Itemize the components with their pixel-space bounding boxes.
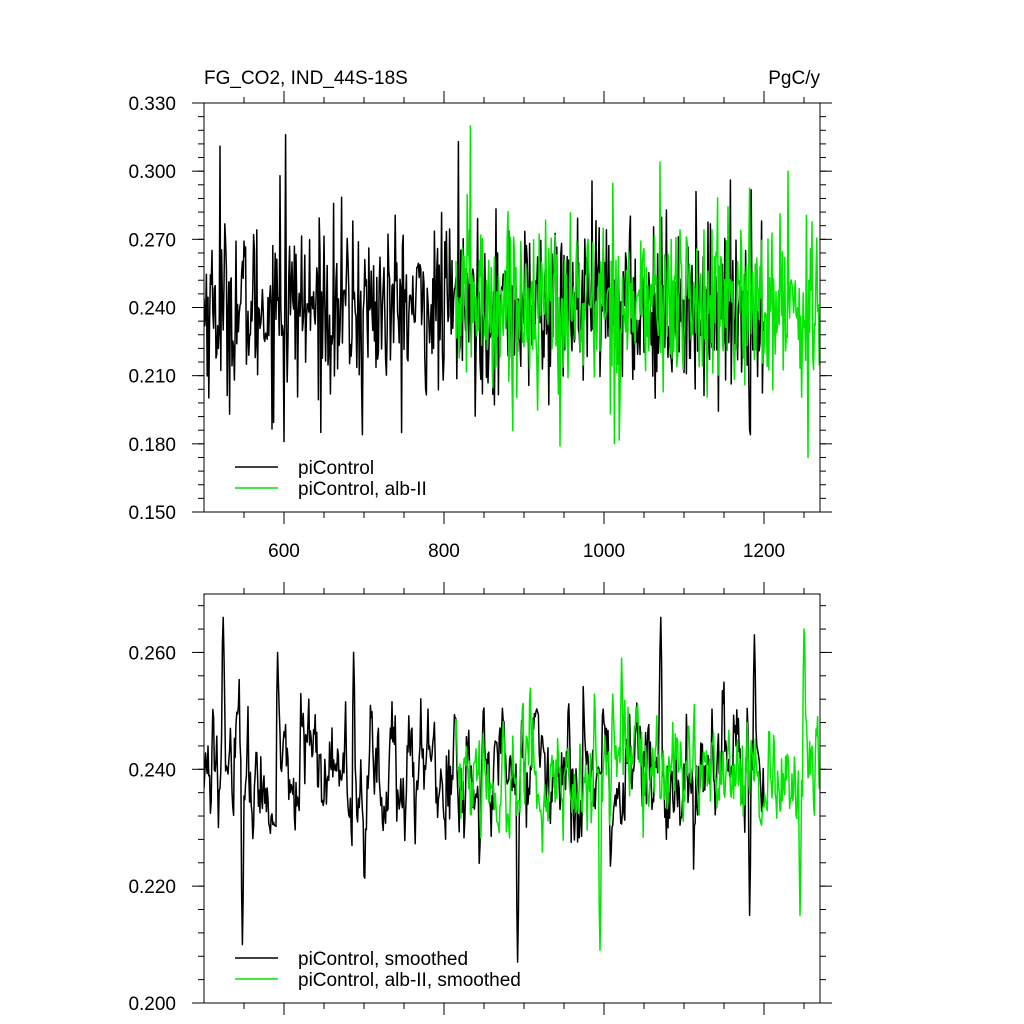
y-tick-label: 0.270 (128, 230, 176, 251)
x-tick-label: 1200 (743, 541, 785, 562)
x-tick-label: 1000 (583, 541, 625, 562)
y-tick-label: 0.150 (128, 503, 176, 524)
y-tick-label: 0.330 (128, 94, 176, 115)
series-line (204, 616, 765, 963)
legend-label: piControl, smoothed (298, 949, 468, 970)
legend-entry: piControl, smoothed (235, 949, 468, 970)
x-tick-label: 600 (268, 541, 300, 562)
y-tick-label: 0.240 (128, 299, 176, 320)
series-line (455, 124, 820, 459)
y-tick-label: 0.200 (128, 994, 176, 1015)
y-tick-label: 0.210 (128, 367, 176, 388)
series-line (455, 628, 820, 952)
y-tick-label: 0.240 (128, 760, 176, 781)
units-label: PgC/y (768, 68, 820, 89)
bottom-panel: 0.200 0.220 0.240 0.260 piControl, smoothedp… (128, 582, 832, 1015)
y-tick-label: 0.260 (128, 643, 176, 664)
plot-area (204, 616, 820, 963)
y-tick-label: 0.220 (128, 877, 176, 898)
chart-title: FG_CO2, IND_44S-18S (204, 68, 408, 89)
y-tick-label: 0.300 (128, 162, 176, 183)
top-panel: 0.150 0.180 0.210 0.240 0.270 0.300 0.330 600 80… (128, 91, 832, 562)
legend-label: piControl, alb-II (298, 479, 427, 500)
y-tick-label: 0.180 (128, 435, 176, 456)
legend-entry: piControl, alb-II, smoothed (235, 970, 521, 991)
plot-area (204, 124, 820, 459)
x-tick-label: 800 (428, 541, 460, 562)
axes-frame (203, 593, 821, 1004)
legend-label: piControl (298, 458, 374, 479)
legend-label: piControl, alb-II, smoothed (298, 970, 521, 991)
legend-entry: piControl, alb-II (235, 479, 427, 500)
legend-entry: piControl (235, 458, 374, 479)
